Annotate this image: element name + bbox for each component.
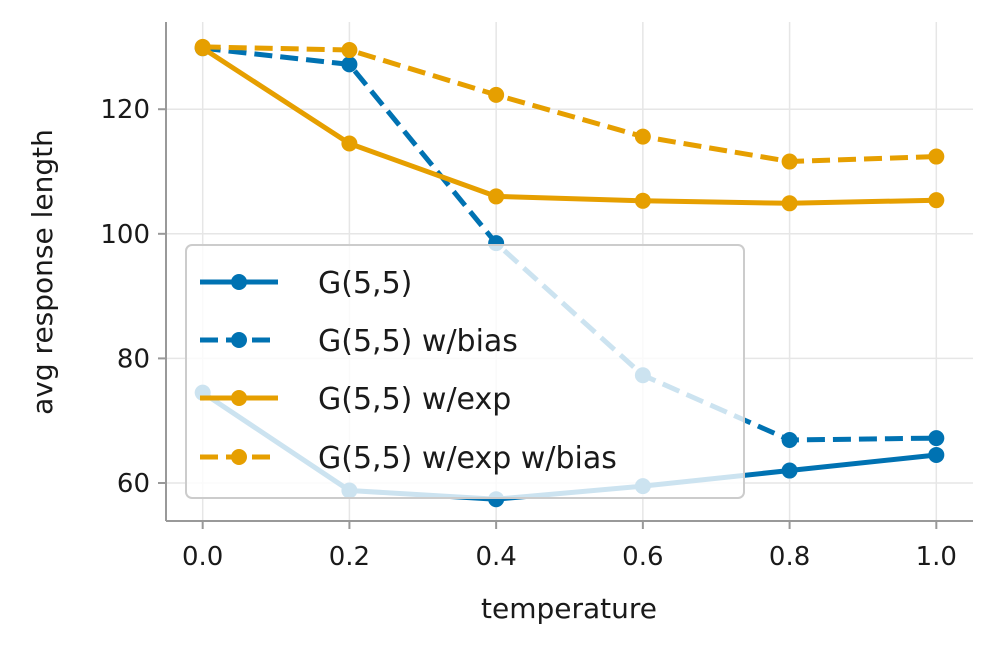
data-point [634,128,651,145]
x-tick-label: 0.0 [182,542,223,572]
legend-item: G(5,5) w/exp w/bias [200,441,617,476]
data-point [341,135,358,152]
y-tick-label: 100 [100,220,150,250]
data-point [781,462,798,479]
x-tick-label: 0.8 [769,542,810,572]
ticks: 0.0 0.2 0.4 0.6 0.8 1.0 60 80 100 120 [100,95,957,572]
legend-marker [231,390,247,406]
data-point [341,42,358,59]
data-point [928,446,945,463]
legend-label: G(5,5) w/bias [318,324,518,359]
legend-box [185,244,745,499]
legend-label: G(5,5) w/exp w/bias [318,441,617,476]
legend-marker [231,274,247,290]
legend-marker [231,332,247,348]
y-tick-label: 80 [117,344,150,374]
axes [165,22,973,522]
series-line [201,46,937,206]
legend-item: G(5,5) w/exp [200,382,511,417]
legend-label: G(5,5) w/exp [318,382,511,417]
data-point [928,430,945,447]
legend-item: G(5,5) w/bias [200,324,518,359]
y-tick-label: 60 [117,469,150,499]
data-point [341,56,358,73]
x-tick-label: 0.2 [329,542,370,572]
data-point [488,188,505,205]
series-line [202,44,937,164]
legend-marker [231,449,247,465]
data-point [781,153,798,170]
y-tick-label: 120 [100,95,150,125]
series-3 [194,38,945,170]
data-point [928,148,945,165]
legend-label: G(5,5) [318,266,412,301]
x-tick-label: 1.0 [916,542,957,572]
data-point [928,192,945,209]
data-point [781,195,798,212]
x-axis-label: temperature [481,592,657,625]
x-tick-label: 0.4 [475,542,516,572]
legend: G(5,5) G(5,5) w/bias G(5,5) w/exp G(5,5) w/… [185,244,745,499]
y-axis-label: avg response length [26,129,59,415]
data-point [781,432,798,449]
legend-item: G(5,5) [200,266,412,301]
series-2 [194,40,945,212]
data-point [488,86,505,103]
x-tick-label: 0.6 [622,542,663,572]
data-point [634,192,651,209]
data-point [194,38,211,55]
